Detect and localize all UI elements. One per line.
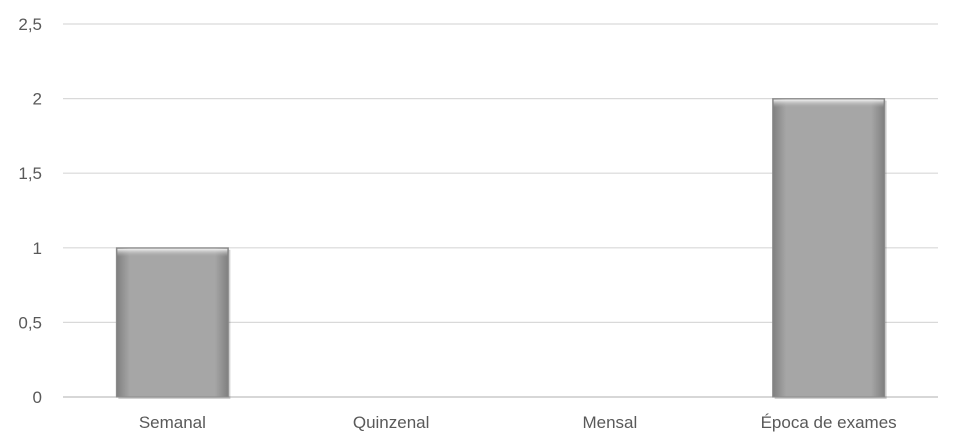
bar xyxy=(115,247,231,399)
x-axis-labels: Semanal Quinzenal Mensal Época de exames xyxy=(139,413,897,432)
x-tick-label: Quinzenal xyxy=(353,413,430,432)
x-tick-label: Época de exames xyxy=(761,413,897,432)
y-tick-label: 1 xyxy=(33,239,42,258)
y-tick-label: 0,5 xyxy=(18,313,42,332)
y-tick-label: 2 xyxy=(33,90,42,109)
y-axis-labels: 0 0,5 1 1,5 2 2,5 xyxy=(18,15,42,407)
x-tick-label: Semanal xyxy=(139,413,206,432)
y-tick-label: 0 xyxy=(33,388,42,407)
bar xyxy=(772,98,887,399)
y-tick-label: 1,5 xyxy=(18,164,42,183)
x-tick-label: Mensal xyxy=(582,413,637,432)
bars xyxy=(115,98,887,399)
y-tick-label: 2,5 xyxy=(18,15,42,34)
